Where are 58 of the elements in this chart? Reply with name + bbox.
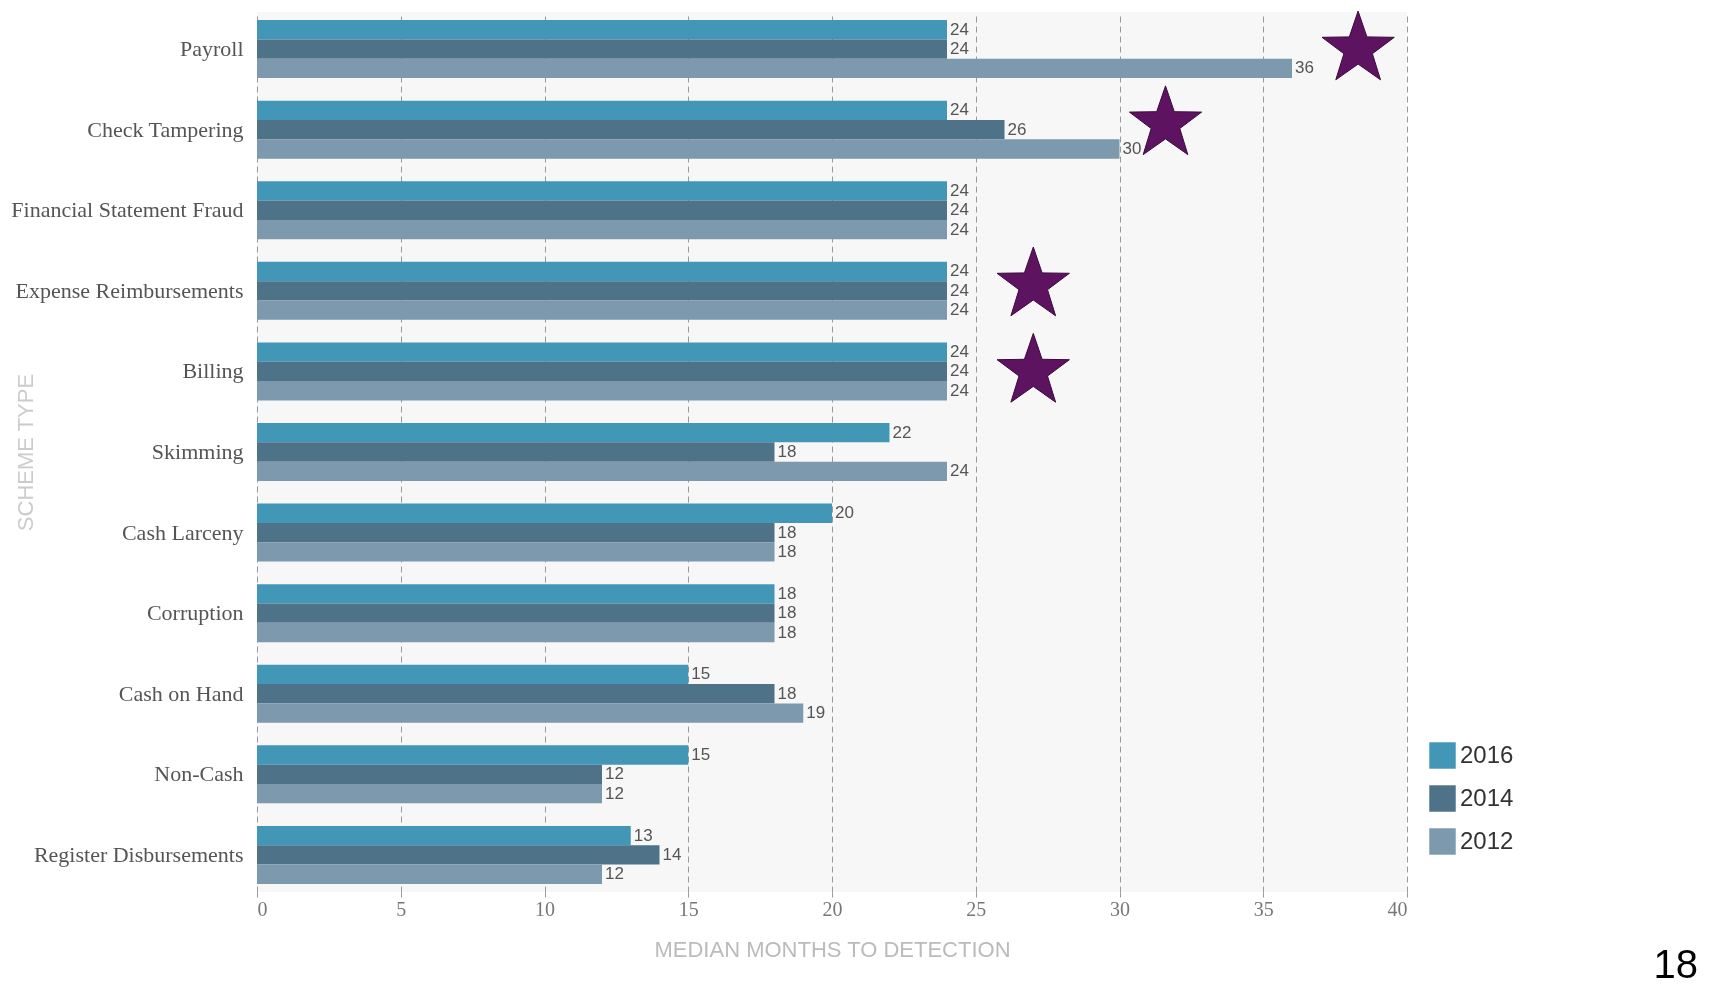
y-tick-label: Cash Larceny [121,519,244,545]
x-tick-label: 35 [1253,897,1274,920]
data-label: 18 [777,522,797,542]
data-label: 19 [806,703,826,723]
data-label: 24 [950,219,969,239]
x-tick-label: 15 [678,897,699,920]
x-tick-label: 25 [966,897,987,920]
x-tick-label: 0 [257,897,268,920]
x-tick-label: 40 [1387,897,1408,920]
text: 18 [1653,942,1698,987]
x-tick-label: 10 [535,897,555,920]
y-tick-label: Billing [182,358,244,384]
data-label: 15 [691,664,711,684]
y-tick-label: Payroll [179,36,244,62]
data-label: 22 [892,422,912,442]
legend-label: 2014 [1460,783,1514,811]
legend-label: 2012 [1460,826,1514,854]
data-label: 18 [777,603,797,623]
x-tick-label: 30 [1110,897,1130,920]
data-label: 24 [950,342,969,362]
data-label: 24 [950,300,969,320]
data-label: 24 [950,280,969,300]
data-label: 13 [633,825,653,845]
data-label: 18 [777,541,797,561]
data-label: 24 [950,19,969,39]
y-tick-label: Financial Statement Fraud [11,197,244,223]
data-label: 24 [950,100,969,120]
data-label: 14 [662,844,682,864]
data-label: 26 [1007,119,1027,139]
data-label: 18 [777,683,797,703]
y-tick-label: Register Disbursements [33,841,244,867]
data-label: 20 [835,503,854,523]
data-label: 12 [605,864,624,884]
data-label: 24 [950,200,969,220]
legend-label: 2016 [1460,740,1514,768]
data-label: 24 [950,361,969,381]
y-tick-label: Check Tampering [87,116,244,142]
y-tick-label: Corruption [146,600,244,626]
data-label: 18 [777,583,797,603]
y-tick-label: Expense Reimbursements [15,277,244,303]
y-tick-label: Cash on Hand [118,680,244,706]
x-axis-title: MEDIAN MONTHS TO DETECTION [654,936,1011,962]
data-label: 24 [950,380,969,400]
data-label: 36 [1295,58,1314,78]
data-label: 30 [1122,139,1142,158]
data-label: 18 [777,442,797,461]
data-label: 18 [777,622,797,642]
x-tick-label: 5 [396,897,407,920]
data-label: 15 [691,745,711,764]
y-tick-label: Skimming [151,439,244,464]
y-tick-label: Non-Cash [154,761,244,787]
data-label: 12 [605,764,624,784]
data-label: 24 [950,39,969,59]
data-label: 24 [950,180,969,200]
data-label: 24 [950,461,969,481]
data-label: 24 [950,261,969,281]
x-tick-label: 20 [822,897,843,920]
data-label: 12 [605,783,624,803]
